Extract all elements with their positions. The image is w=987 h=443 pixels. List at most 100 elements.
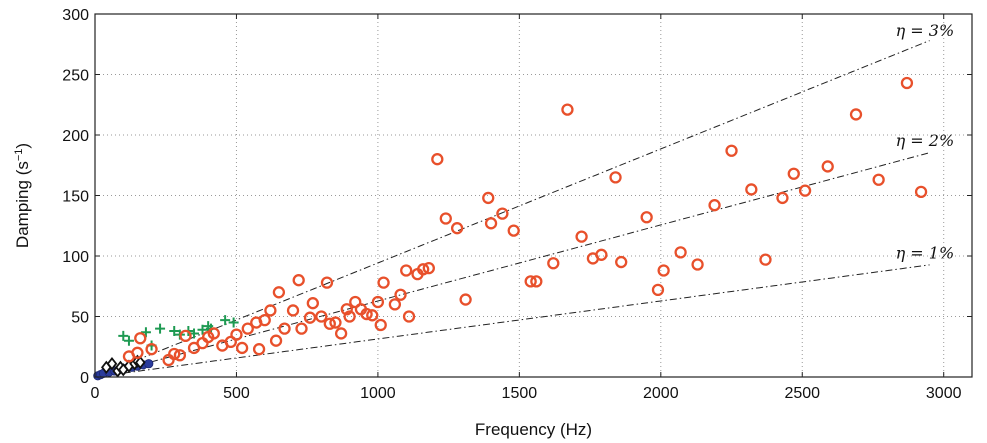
open-circle-point [914, 185, 928, 199]
plus-point [118, 330, 129, 341]
grid [95, 14, 972, 377]
open-circle-point [168, 347, 181, 361]
plus-point [220, 315, 231, 326]
open-circle-point [595, 248, 608, 261]
open-circle-point [272, 286, 286, 299]
reference-line-label: η = 2% [896, 131, 955, 150]
y-tick-label: 0 [80, 370, 89, 387]
open-circle-point [872, 173, 885, 186]
open-circle-point [374, 318, 387, 332]
open-circle-point [334, 327, 348, 340]
open-circle-point [507, 224, 520, 237]
open-circle-point [900, 76, 914, 90]
diamond-point [106, 357, 118, 371]
diamond-point [134, 355, 146, 370]
open-circle-point [674, 246, 687, 259]
open-circle-point [292, 274, 305, 287]
open-circle-point [252, 343, 266, 356]
open-circle-point [609, 171, 622, 184]
open-circle-point [530, 275, 543, 288]
y-tick-label: 50 [71, 310, 89, 327]
open-circle-point [450, 222, 464, 235]
x-tick-label: 3000 [926, 385, 962, 402]
open-circle-point [173, 349, 187, 362]
open-circle-point [691, 258, 704, 271]
filled-circle-point [144, 359, 154, 369]
open-circle-point [651, 283, 665, 297]
open-circle-point [482, 191, 495, 205]
open-circle-point [315, 310, 328, 323]
open-circle-point [787, 167, 800, 180]
x-axis-title: Frequency (Hz) [475, 420, 592, 439]
open-circle-point [849, 108, 863, 121]
reference-line [94, 40, 930, 378]
open-circle-point [459, 293, 472, 306]
open-circle-point [241, 322, 254, 335]
open-circle-point [524, 275, 537, 288]
open-circle-point [821, 160, 834, 173]
open-circle-point [394, 288, 407, 301]
x-tick-label: 0 [91, 385, 100, 402]
plus-point [197, 324, 208, 335]
open-circle-point [388, 298, 402, 311]
x-tick-label: 500 [223, 385, 250, 402]
open-circle-point [745, 183, 758, 196]
y-tick-label: 100 [62, 249, 89, 266]
y-tick-label: 200 [62, 128, 89, 145]
y-axis-title-end: ) [13, 143, 32, 149]
open-circle-point [377, 276, 390, 289]
open-circle-point [134, 332, 147, 345]
open-circle-point [402, 310, 416, 323]
data-points [93, 76, 928, 381]
plus-point [123, 335, 134, 346]
open-circle-point [145, 343, 158, 356]
open-circle-point [798, 184, 812, 197]
open-circle-point [547, 257, 560, 270]
x-tick-label: 2000 [643, 385, 679, 402]
plus-point [140, 327, 151, 338]
open-circle-point [340, 303, 353, 316]
y-tick-label: 250 [62, 68, 89, 85]
open-circle-point [400, 264, 413, 277]
open-circle-point [264, 304, 277, 317]
open-circle-point [417, 263, 430, 276]
open-circle-point [640, 211, 653, 224]
open-circle-point [295, 322, 308, 335]
plus-point [228, 317, 239, 328]
reference-line-label: η = 1% [896, 243, 955, 262]
open-circle-point [329, 316, 342, 329]
open-circle-point [207, 327, 220, 340]
open-circle-point [162, 353, 175, 367]
open-circle-point [725, 144, 738, 157]
open-circle-point [179, 329, 192, 343]
axis-ticks: 0 500 1000 1500 2000 2500 3000 0 50 100 150 200 250 3… [62, 7, 972, 402]
y-axis-title-superscript: −1 [13, 149, 25, 162]
open-circle-point [575, 230, 588, 243]
open-circle-point [484, 217, 498, 230]
open-circle-point [422, 261, 435, 275]
open-circle-point [360, 307, 373, 321]
open-circle-point [303, 311, 317, 324]
open-circle-point [235, 341, 249, 355]
plot-frame [94, 13, 973, 378]
open-circle-point [496, 207, 509, 220]
open-circle-point [657, 264, 670, 277]
open-circle-point [278, 322, 291, 335]
open-circle-point [269, 334, 283, 347]
open-circle-point [371, 295, 385, 309]
open-circle-point [615, 255, 628, 269]
open-circle-point [561, 103, 574, 116]
open-circle-point [320, 276, 334, 289]
x-tick-label: 1000 [360, 385, 396, 402]
open-circle-point [258, 313, 271, 327]
y-tick-label: 150 [62, 189, 89, 206]
y-axis-title-main: Damping (s [13, 161, 32, 248]
open-circle-point [366, 309, 379, 322]
open-circle-point [306, 297, 319, 310]
x-tick-label: 1500 [502, 385, 538, 402]
open-circle-point [286, 304, 300, 317]
open-circle-point [708, 199, 721, 212]
open-circle-point [776, 191, 789, 205]
plus-point [155, 323, 166, 334]
open-circle-point [230, 328, 243, 341]
